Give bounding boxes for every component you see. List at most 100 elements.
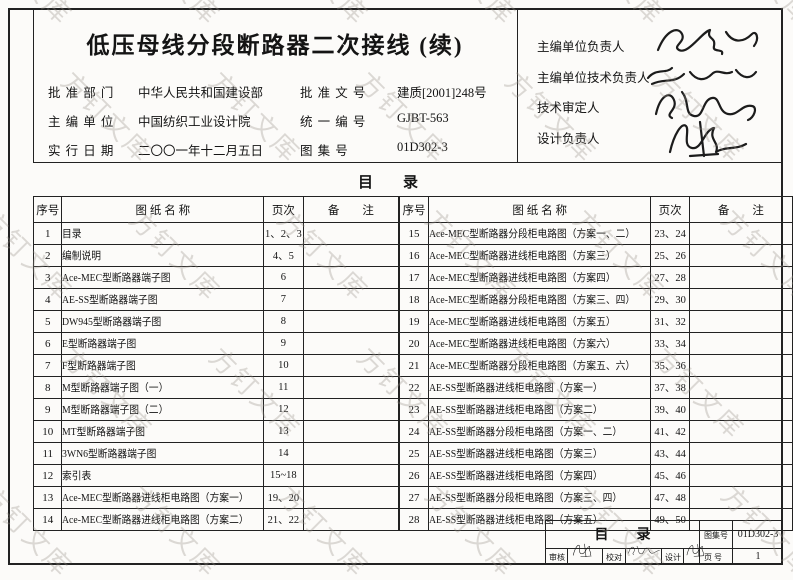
row-note bbox=[688, 266, 793, 289]
toc-row: 23 AE-SS型断路器进线柜电路图（方案二） 39、40 bbox=[399, 398, 793, 421]
row-pages: 35、36 bbox=[650, 354, 690, 377]
row-serial: 24 bbox=[399, 420, 429, 443]
row-serial: 1 bbox=[32, 222, 63, 245]
toc-row: 28 AE-SS型断路器进线柜电路图（方案五） 49、50 bbox=[399, 508, 793, 531]
col-header-name: 图 纸 名 称 bbox=[427, 196, 652, 223]
row-drawing-name: Ace-MEC型断路器分段柜电路图（方案三、四） bbox=[427, 288, 652, 311]
signatory-label-unit-head: 主编单位负责人 bbox=[537, 40, 625, 54]
row-drawing-name-text: 目录 bbox=[62, 229, 83, 240]
row-serial: 11 bbox=[32, 442, 63, 465]
header-divider bbox=[517, 8, 518, 162]
row-note bbox=[302, 354, 400, 377]
row-drawing-name-text: AE-SS型断路器进线柜电路图（方案五） bbox=[428, 515, 603, 526]
row-drawing-name-text: AE-SS型断路器进线柜电路图（方案三） bbox=[428, 449, 603, 460]
field-label-effective-date: 实 行 日 期 bbox=[48, 144, 115, 158]
row-serial: 10 bbox=[32, 420, 63, 443]
toc-row: 9 M型断路器端子图（二） 12 bbox=[32, 398, 400, 421]
row-drawing-name: Ace-MEC型断路器进线柜电路图（方案三） bbox=[427, 244, 652, 267]
title-block-divider bbox=[732, 521, 733, 564]
row-note bbox=[302, 222, 400, 245]
title-block-title: 目 录 bbox=[594, 528, 651, 543]
field-value-atlas-no: 01D302-3 bbox=[397, 140, 448, 154]
row-note bbox=[688, 244, 793, 267]
row-pages: 31、32 bbox=[650, 310, 690, 333]
row-drawing-name-text: 3WN6型断路器端子图 bbox=[62, 449, 157, 460]
row-serial: 15 bbox=[399, 222, 429, 245]
toc-row: 20 Ace-MEC型断路器进线柜电路图（方案六） 33、34 bbox=[399, 332, 793, 355]
field-value-unified-no: GJBT-563 bbox=[397, 111, 449, 125]
row-drawing-name-text: E型断路器端子图 bbox=[62, 339, 137, 350]
toc-row: 3 Ace-MEC型断路器端子图 6 bbox=[32, 266, 400, 289]
title-block: 目 录 图集号 01D302-3 审核 校对 设计 页 号 1 bbox=[545, 520, 783, 565]
row-serial: 26 bbox=[399, 464, 429, 487]
toc-row: 14 Ace-MEC型断路器进线柜电路图（方案二） 21、22 bbox=[32, 508, 400, 531]
toc-row: 19 Ace-MEC型断路器进线柜电路图（方案五） 31、32 bbox=[399, 310, 793, 333]
row-pages: 39、40 bbox=[650, 398, 690, 421]
toc-row: 6 E型断路器端子图 9 bbox=[32, 332, 400, 355]
row-serial: 14 bbox=[32, 508, 63, 531]
row-drawing-name-text: Ace-MEC型断路器进线柜电路图（方案三） bbox=[428, 251, 616, 262]
toc-row: 24 AE-SS型断路器分段柜电路图（方案一、二） 41、42 bbox=[399, 420, 793, 443]
row-note bbox=[688, 508, 793, 531]
row-drawing-name: 索引表 bbox=[61, 464, 265, 487]
row-note bbox=[688, 486, 793, 509]
field-label-approval-dept: 批 准 部 门 bbox=[48, 86, 115, 100]
row-drawing-name: 编制说明 bbox=[61, 244, 265, 267]
col-header-no: 序号 bbox=[399, 196, 429, 223]
row-drawing-name: AE-SS型断路器进线柜电路图（方案二） bbox=[427, 398, 652, 421]
row-drawing-name: Ace-MEC型断路器进线柜电路图（方案二） bbox=[61, 508, 265, 531]
field-value-effective-date: 二〇〇一年十二月五日 bbox=[138, 144, 264, 158]
col-header-name: 图 纸 名 称 bbox=[61, 196, 265, 223]
row-note bbox=[688, 310, 793, 333]
row-note bbox=[302, 398, 400, 421]
col-header-note: 备 注 bbox=[688, 196, 793, 223]
toc-heading: 目 录 bbox=[357, 175, 418, 191]
row-pages: 15~18 bbox=[263, 464, 304, 487]
row-serial: 6 bbox=[32, 332, 63, 355]
row-drawing-name-text: AE-SS型断路器进线柜电路图（方案一） bbox=[428, 383, 603, 394]
toc-row: 12 索引表 15~18 bbox=[32, 464, 400, 487]
row-drawing-name-text: AE-SS型断路器分段柜电路图（方案一、二） bbox=[428, 427, 622, 438]
row-note bbox=[688, 222, 793, 245]
row-note bbox=[302, 266, 400, 289]
signature-proofreader bbox=[628, 545, 660, 555]
row-note bbox=[688, 332, 793, 355]
toc-row: 18 Ace-MEC型断路器分段柜电路图（方案三、四） 29、30 bbox=[399, 288, 793, 311]
row-drawing-name: F型断路器端子图 bbox=[61, 354, 265, 377]
field-value-approval-dept: 中华人民共和国建设部 bbox=[138, 86, 264, 100]
row-note bbox=[302, 464, 400, 487]
col-header-no: 序号 bbox=[32, 196, 63, 223]
row-note bbox=[688, 376, 793, 399]
row-drawing-name: AE-SS型断路器进线柜电路图（方案三） bbox=[427, 442, 652, 465]
row-drawing-name-text: Ace-MEC型断路器分段柜电路图（方案三、四） bbox=[428, 295, 635, 306]
title-block-cell-divider bbox=[683, 548, 684, 564]
row-drawing-name: Ace-MEC型断路器端子图 bbox=[61, 266, 265, 289]
proof-label: 校对 bbox=[606, 553, 622, 562]
row-pages: 33、34 bbox=[650, 332, 690, 355]
row-serial: 13 bbox=[32, 486, 63, 509]
toc-row: 8 M型断路器端子图（一） 11 bbox=[32, 376, 400, 399]
row-drawing-name-text: 索引表 bbox=[62, 471, 92, 482]
row-serial: 2 bbox=[32, 244, 63, 267]
review-label: 审核 bbox=[549, 553, 565, 562]
title-block-cell-divider bbox=[567, 548, 568, 564]
col-header-pages: 页次 bbox=[263, 196, 304, 223]
row-serial: 28 bbox=[399, 508, 429, 531]
toc-table: 序号 图 纸 名 称 页次 备 注 1 目录 1、2、3 2 编制说明 4、5 … bbox=[32, 196, 793, 531]
toc-row: 25 AE-SS型断路器进线柜电路图（方案三） 43、44 bbox=[399, 442, 793, 465]
row-note bbox=[302, 288, 400, 311]
header-bottom-line bbox=[33, 162, 783, 163]
row-drawing-name-text: M型断路器端子图（一） bbox=[62, 383, 169, 394]
toc-row: 7 F型断路器端子图 10 bbox=[32, 354, 400, 377]
row-note bbox=[688, 398, 793, 421]
col-header-note: 备 注 bbox=[302, 196, 400, 223]
row-serial: 5 bbox=[32, 310, 63, 333]
row-pages: 13 bbox=[263, 420, 304, 443]
row-drawing-name: 3WN6型断路器端子图 bbox=[61, 442, 265, 465]
row-note bbox=[302, 442, 400, 465]
row-note bbox=[688, 354, 793, 377]
row-note bbox=[688, 420, 793, 443]
signatory-label-unit-tech-head: 主编单位技术负责人 bbox=[537, 71, 650, 85]
row-note bbox=[688, 288, 793, 311]
row-pages: 27、28 bbox=[650, 266, 690, 289]
